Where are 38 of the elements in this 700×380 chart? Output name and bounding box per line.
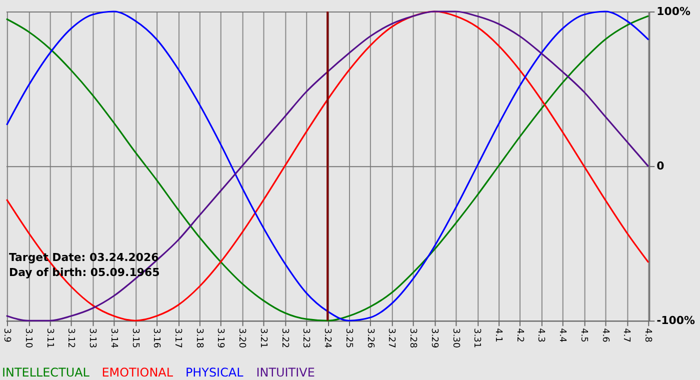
x-tick-label: 3.28 xyxy=(408,328,418,348)
x-tick-label: 3.17 xyxy=(172,328,182,348)
x-tick-label: 3.26 xyxy=(364,328,375,348)
y-tick-label: 100% xyxy=(656,5,690,18)
x-tick-label: 3.13 xyxy=(87,328,98,348)
x-tick-label: 3.22 xyxy=(279,328,290,348)
x-tick-label: 3.30 xyxy=(450,328,460,348)
x-tick-label: 4.5 xyxy=(578,328,588,342)
x-tick-label: 3.20 xyxy=(236,328,247,348)
text: INTELLECTUAL xyxy=(2,365,90,380)
x-tick-label: 4.4 xyxy=(557,328,568,343)
x-tick-label: 3.15 xyxy=(130,328,140,348)
x-tick-label: 3.12 xyxy=(66,328,76,348)
text: EMOTIONAL xyxy=(102,365,174,380)
y-tick-label: 0 xyxy=(656,160,665,173)
x-tick-label: 3.25 xyxy=(343,328,354,348)
x-tick-label: 3.11 xyxy=(44,328,54,348)
x-tick-label: 3.18 xyxy=(194,328,204,348)
x-tick-label: 4.1 xyxy=(493,328,504,342)
x-tick-label: 4.6 xyxy=(600,328,610,343)
x-tick-label: 4.2 xyxy=(514,328,524,342)
x-tick-label: 4.3 xyxy=(536,328,546,342)
x-tick-label: 3.31 xyxy=(472,328,482,348)
x-tick-label: 3.19 xyxy=(215,328,226,348)
x-tick-label: 3.21 xyxy=(258,328,268,348)
x-tick-label: 3.23 xyxy=(300,328,311,348)
x-tick-label: 3.24 xyxy=(322,328,332,348)
x-tick-label: 4.7 xyxy=(621,328,632,342)
x-tick-label: 3.10 xyxy=(22,328,33,348)
x-tick-label: 3.27 xyxy=(386,328,396,348)
x-tick-label: 3.14 xyxy=(108,328,118,348)
x-tick-label: 3.29 xyxy=(428,328,439,348)
text: PHYSICAL xyxy=(185,365,244,380)
y-tick-label: -100% xyxy=(656,314,696,328)
x-tick-label: 3.16 xyxy=(151,328,162,348)
text: INTUITIVE xyxy=(256,365,315,380)
x-tick-label: 4.8 xyxy=(642,328,653,343)
x-tick-label: 3.9 xyxy=(2,328,12,343)
